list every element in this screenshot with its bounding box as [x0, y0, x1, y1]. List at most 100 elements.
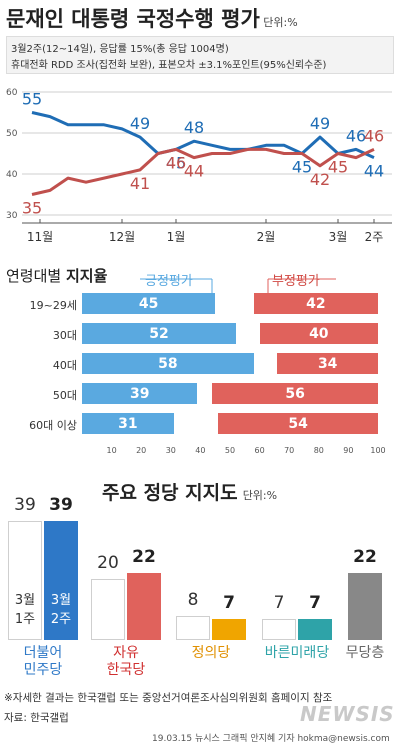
x-tick-label: 3월 [329, 230, 348, 244]
x-tick-label: 2주 [365, 230, 384, 244]
party-value-week1: 8 [187, 589, 199, 610]
negative-data-label: 35 [22, 199, 42, 218]
party-bar-week1 [176, 615, 210, 640]
party-name: 무당층 [345, 645, 385, 661]
line-chart-x-axis: 11월 12월 1월 2월 3월 2주 [22, 219, 392, 244]
y-tick-label: 50 [6, 129, 18, 139]
x-tick-label: 12월 [109, 230, 135, 244]
age-bar-row: 58 34 [82, 353, 378, 374]
age-x-tick-label: 80 [313, 446, 324, 455]
negative-data-label: 41 [130, 174, 150, 193]
chart-title: 문재인 대통령 국정수행 평가 단위:% [6, 3, 298, 33]
party-unit: 단위:% [242, 489, 278, 502]
positive-data-label: 44 [364, 162, 384, 181]
age-x-tick-label: 20 [136, 446, 147, 455]
y-tick-label: 40 [6, 170, 18, 180]
week1-label: 3월 1주 [14, 593, 36, 627]
negative-data-label: 46 [364, 126, 384, 145]
positive-data-label: 46 [346, 126, 366, 145]
negative-data-label: 42 [310, 170, 330, 189]
negative-data-label: 46 [166, 153, 186, 172]
age-section-title: 연령대별 지지율 [6, 265, 107, 286]
age-x-tick-label: 100 [370, 446, 386, 455]
negative-bar: 56 [212, 383, 378, 404]
positive-data-label: 55 [22, 90, 42, 109]
age-x-tick-label: 10 [106, 446, 117, 455]
x-tick-label: 1월 [167, 230, 186, 244]
party-bar-week2 [212, 618, 246, 640]
title-unit: 단위:% [259, 16, 298, 29]
positive-bar: 39 [82, 383, 198, 404]
positive-bar: 31 [82, 413, 174, 434]
party-value-week2: 7 [309, 592, 321, 613]
age-x-tick-label: 90 [343, 446, 354, 455]
party-title: 주요 정당 지지도 [102, 482, 238, 504]
positive-data-label: 49 [130, 114, 150, 133]
party-bar-week1 [262, 618, 296, 640]
credit-line: 19.03.15 뉴시스 그래픽 안지혜 기자 hokma@newsis.com [152, 734, 390, 744]
party-value-week1: 39 [14, 495, 36, 516]
party-value-week1: 20 [97, 553, 119, 573]
age-title-a: 연령대별 [6, 267, 66, 285]
party-name: 자유 한국당 [106, 645, 146, 678]
age-x-tick-label: 60 [254, 446, 265, 455]
age-x-tick-label: 40 [195, 446, 206, 455]
source: 자료: 한국갤럽 [4, 712, 69, 724]
positive-data-label: 48 [184, 118, 204, 137]
party-value-week2: 22 [132, 546, 156, 567]
age-bar-row: 39 56 [82, 383, 378, 404]
party-bar-week2 [348, 572, 382, 640]
line-chart-grid: 60 50 40 30 [6, 88, 392, 221]
age-bar-row: 52 40 [82, 323, 378, 344]
positive-data-label: 45 [166, 153, 186, 172]
party-value-week2: 22 [353, 546, 377, 567]
negative-series-line [31, 147, 375, 196]
party-value-week2: 39 [49, 495, 73, 516]
negative-bar: 34 [277, 353, 378, 374]
age-row-label: 60대 이상 [29, 419, 77, 432]
party-name: 정의당 [191, 645, 231, 661]
y-tick-label: 60 [6, 88, 18, 98]
positive-bar: 52 [82, 323, 236, 344]
positive-bar: 58 [82, 353, 254, 374]
positive-series-line [31, 111, 375, 159]
age-bar-row: 31 54 [82, 413, 378, 434]
negative-data-label: 44 [184, 162, 204, 181]
positive-bar: 45 [82, 293, 216, 314]
positive-data-label: 49 [310, 114, 330, 133]
survey-info-box: 3월2주(12~14일), 응답률 15%(총 응답 1004명) 휴대전화 R… [6, 36, 394, 74]
party-name: 더불어 민주당 [23, 645, 63, 678]
survey-line-2: 휴대전화 RDD 조사(집전화 보완), 표본오차 ±3.1%포인트(95%신뢰… [11, 60, 327, 71]
line-chart-series [31, 111, 375, 196]
party-bar-week2 [127, 572, 161, 640]
party-section-title: 주요 정당 지지도 단위:% [102, 478, 277, 505]
title-part-a: 문재인 대통령 [6, 7, 137, 31]
age-x-tick-label: 50 [224, 446, 236, 455]
negative-bar: 42 [253, 293, 378, 314]
party-bar-week1 [91, 579, 125, 640]
party-value-week1: 7 [273, 592, 285, 613]
survey-line-1: 3월2주(12~14일), 응답률 15%(총 응답 1004명) [11, 44, 229, 55]
age-bar-row: 45 42 [82, 293, 378, 314]
party-value-week2: 7 [223, 592, 235, 613]
negative-legend-label: 부정평가 [272, 274, 320, 289]
footnote: ※자세한 결과는 한국갤럽 또는 중앙선거여론조사심의위원회 홈페이지 참조 [4, 692, 333, 704]
age-row-label: 50대 [52, 389, 77, 402]
negative-data-label: 45 [328, 158, 348, 177]
age-x-tick-label: 30 [165, 446, 176, 455]
newsis-logo: NEWSIS [300, 702, 395, 726]
age-x-tick-label: 70 [284, 446, 295, 455]
x-tick-label: 2월 [257, 230, 276, 244]
age-row-label: 40대 [52, 359, 77, 372]
party-bar-week2 [298, 618, 332, 640]
party-bar-week2 [44, 521, 78, 640]
party-bar-week1 [8, 521, 42, 640]
positive-data-label: 45 [292, 158, 312, 177]
age-row-label: 19~29세 [29, 299, 77, 312]
age-title-b: 지지율 [65, 267, 108, 285]
week2-label: 3월 2주 [50, 593, 72, 627]
title-part-b: 국정수행 평가 [136, 7, 260, 31]
age-row-label: 30대 [52, 329, 77, 342]
